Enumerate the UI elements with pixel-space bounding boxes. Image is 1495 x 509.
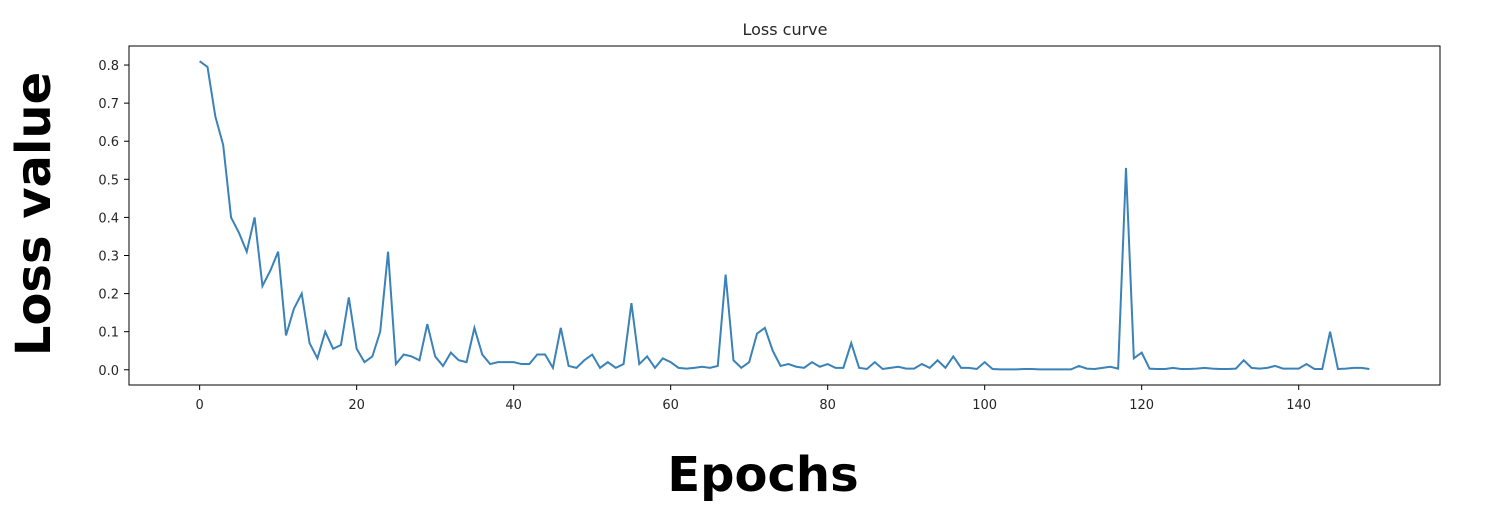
x-tick-label: 140 [1286,398,1311,413]
x-tick-label: 40 [505,398,522,413]
x-tick-label: 60 [662,398,679,413]
x-tick-label: 0 [196,398,204,413]
x-axis-label: Epochs [667,447,858,503]
loss-series-line [199,60,1370,371]
y-tick-label: 0.2 [98,288,119,303]
x-tick-label: 120 [1129,398,1154,413]
y-tick-label: 0.1 [98,326,119,341]
x-tick-label: 80 [819,398,836,413]
axes-frame [128,45,1441,386]
chart-title: Loss curve [742,20,827,39]
y-tick-label: 0.6 [98,135,119,150]
y-tick-label: 0.3 [98,249,119,264]
x-tick-label: 20 [348,398,365,413]
y-axis-label: Loss value [6,72,62,356]
y-tick-label: 0.5 [98,173,119,188]
y-tick-label: 0.8 [98,59,119,74]
y-axis: 0.0 0.1 0.2 0.3 0.4 0.5 0.6 0.7 0.8 [98,59,129,379]
y-tick-label: 0.7 [98,97,119,112]
y-tick-label: 0.4 [98,211,119,226]
x-axis: 0 20 40 60 80 100 120 140 [196,385,1311,413]
x-tick-label: 100 [972,398,997,413]
y-tick-label: 0.0 [98,364,119,379]
